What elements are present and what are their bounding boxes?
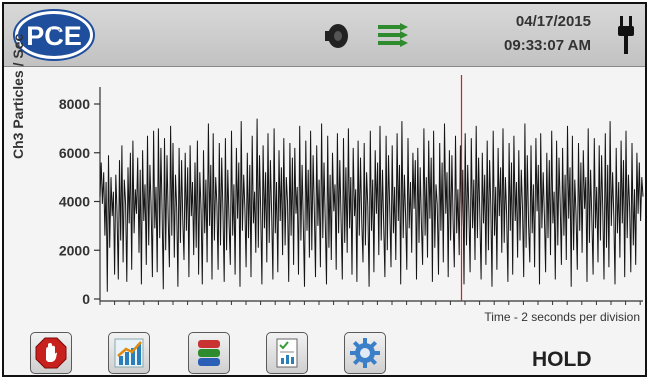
pce-logo: PCE Inst. xyxy=(13,9,95,61)
logo-subtext: Inst. xyxy=(50,29,62,35)
y-tick-label: 2000 xyxy=(59,242,90,258)
series-group xyxy=(99,118,644,292)
y-axis: 8000 6000 4000 2000 0 xyxy=(59,87,101,307)
database-icon xyxy=(198,340,220,366)
plug-icon xyxy=(618,16,634,54)
x-axis xyxy=(99,300,643,305)
report-icon xyxy=(276,338,298,368)
y-tick-label: 0 xyxy=(82,291,90,307)
series-line xyxy=(99,118,644,292)
y-tick-label: 8000 xyxy=(59,96,90,112)
logo-text: PCE xyxy=(26,21,82,51)
particle-chart: Ch3 Particles / Sec 8000 6000 4000 2000 0 Ti… xyxy=(4,34,645,329)
status-label: HOLD xyxy=(532,348,592,371)
settings-button[interactable] xyxy=(344,332,386,374)
gear-icon xyxy=(350,338,380,368)
y-axis-label: Ch3 Particles / Sec xyxy=(10,33,26,159)
y-tick-label: 4000 xyxy=(59,194,90,210)
chart-plot: 8000 6000 4000 2000 0 Time - 2 seconds per d… xyxy=(59,75,644,324)
date-display: 04/17/2015 xyxy=(515,13,591,30)
time-display: 09:33:07 AM xyxy=(504,37,591,54)
stop-button[interactable] xyxy=(30,332,72,374)
bar-chart-icon xyxy=(114,338,144,368)
stop-icon xyxy=(35,337,67,369)
y-tick-label: 6000 xyxy=(59,145,90,161)
speaker-icon[interactable] xyxy=(322,22,350,50)
x-axis-label: Time - 2 seconds per division xyxy=(484,310,640,324)
header-bar: PCE Inst. 04/17/2015 09:33:07 AM xyxy=(4,4,645,67)
report-button[interactable] xyxy=(266,332,308,374)
data-flow-icon xyxy=(378,23,408,47)
bottom-toolbar: HOLD xyxy=(4,328,645,375)
chart-button[interactable] xyxy=(108,332,150,374)
data-button[interactable] xyxy=(188,332,230,374)
